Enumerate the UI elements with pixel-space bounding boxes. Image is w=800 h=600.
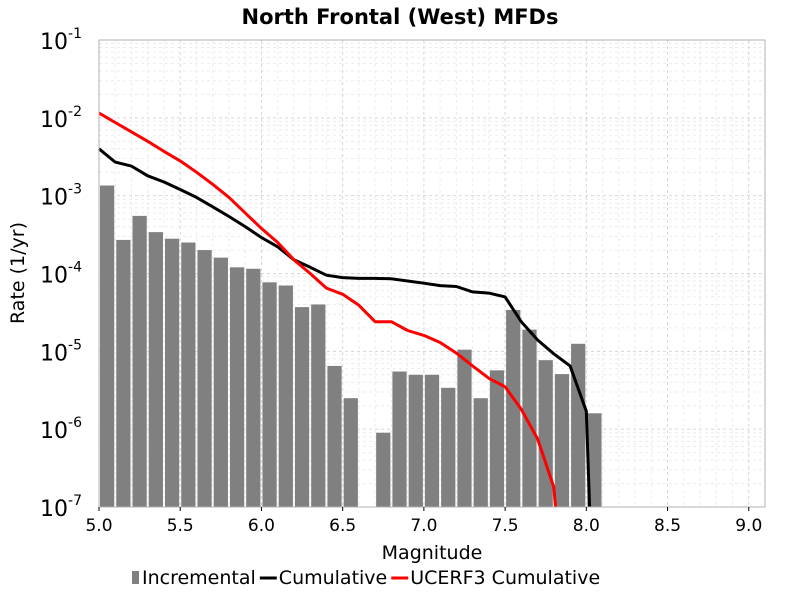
incremental-bar [587,413,602,507]
y-tick-exponent: -7 [68,493,82,509]
incremental-bar [262,282,277,507]
incremental-bars [100,185,602,508]
incremental-bar [246,268,261,507]
incremental-bar [441,387,456,507]
y-tick-exponent: -3 [68,182,82,198]
incremental-bar [538,360,553,507]
y-axis-label: Rate (1/yr) [7,222,29,324]
x-tick-label: 5.0 [85,516,112,536]
incremental-bar [213,257,228,507]
x-tick-label: 7.5 [492,516,519,536]
y-tick-label: 10-2 [40,104,82,133]
legend-label: UCERF3 Cumulative [410,567,600,589]
x-tick-label: 7.0 [410,516,437,536]
incremental-bar [489,370,505,507]
x-axis-ticks: 5.0 5.5 6.0 6.5 7.0 7.5 8.0 8.5 9.0 [85,507,762,536]
plot-frame [98,39,766,508]
incremental-bar [164,238,180,507]
legend-swatch-incremental [132,571,139,584]
y-tick-exponent: -6 [68,415,82,431]
incremental-bar [554,374,570,507]
incremental-bar [278,285,293,507]
incremental-bar [392,371,407,507]
x-axis-label: Magnitude [382,542,483,564]
y-tick-exponent: -4 [68,260,82,276]
x-tick-label: 8.5 [654,516,681,536]
incremental-bar [327,365,342,507]
chart-title: North Frontal (West) MFDs [242,5,559,29]
incremental-bar [343,398,358,507]
y-axis-ticks: 10-710-610-510-410-310-210-1 [40,26,82,522]
incremental-bar [197,250,212,508]
incremental-bar [424,374,440,507]
incremental-bar [522,329,537,507]
incremental-bar [100,185,115,508]
x-tick-label: 9.0 [735,516,762,536]
legend: Incremental Cumulative UCERF3 Cumulative [132,567,600,589]
incremental-bar [376,432,391,507]
incremental-bar [116,239,131,507]
incremental-bar [311,304,326,507]
x-tick-label: 6.5 [329,516,356,536]
incremental-bar [473,398,488,507]
incremental-bar [294,307,310,507]
cumulative-line [98,147,592,508]
incremental-bar [571,343,586,507]
y-tick-exponent: -1 [68,26,82,42]
incremental-bar [229,267,245,507]
y-tick-exponent: -5 [68,337,82,353]
incremental-bar [181,242,196,507]
y-tick-exponent: -2 [68,104,82,120]
incremental-bar [148,232,163,507]
legend-label: Cumulative [279,567,387,589]
x-tick-label: 8.0 [573,516,600,536]
cumulative-lines [98,111,592,508]
x-tick-label: 6.0 [248,516,275,536]
incremental-bar [408,374,423,507]
incremental-bar [132,215,147,507]
x-tick-label: 5.5 [167,516,194,536]
legend-label: Incremental [142,567,256,589]
incremental-bar [506,309,521,507]
ucerf3-cumulative-line [98,111,557,508]
incremental-bar [457,349,472,507]
